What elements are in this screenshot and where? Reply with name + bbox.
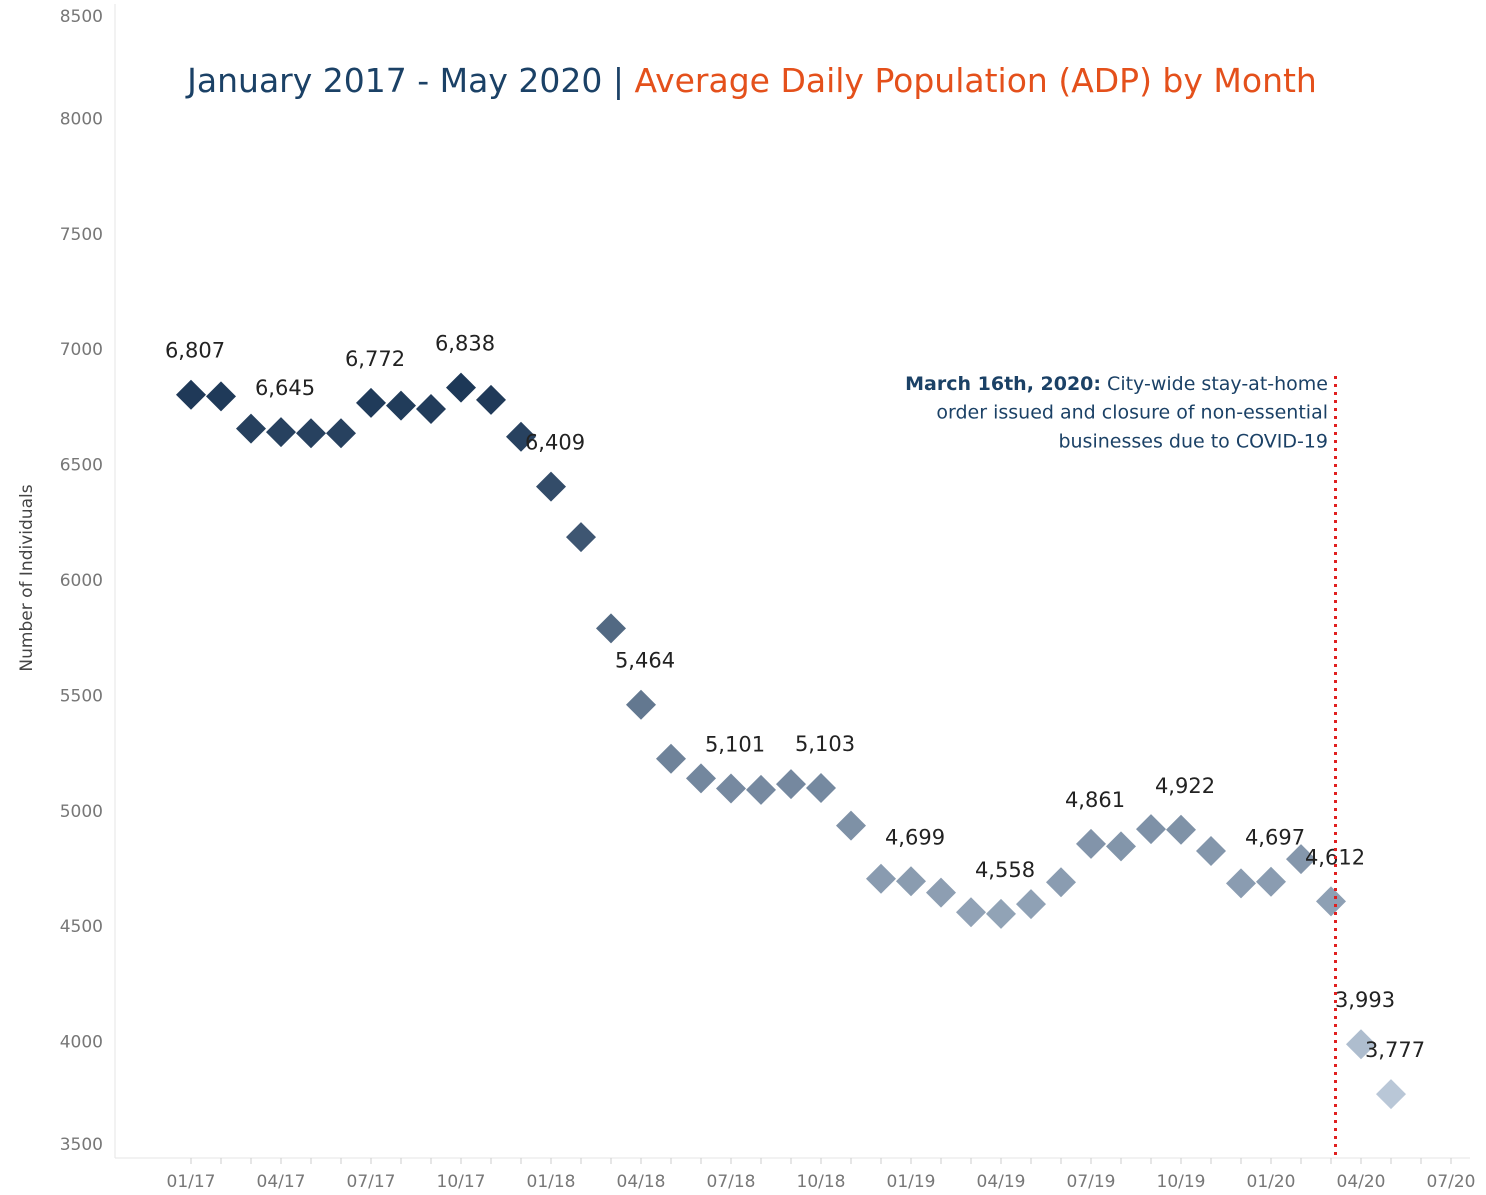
point <box>1166 814 1196 845</box>
point <box>1346 1029 1376 1060</box>
value-label: 6,645 <box>255 376 315 400</box>
point <box>656 743 686 774</box>
value-label: 4,699 <box>885 825 945 849</box>
x-tick-label: 04/20 <box>1337 1172 1386 1192</box>
value-label: 6,409 <box>525 431 585 455</box>
title-part: January 2017 - May 2020 <box>185 61 602 100</box>
x-tick-label: 01/20 <box>1247 1172 1296 1192</box>
point <box>1286 844 1316 875</box>
y-tick-label: 5000 <box>60 802 103 822</box>
title-separator: | <box>613 61 624 100</box>
x-tick-label: 07/18 <box>707 1172 756 1192</box>
x-tick-label: 04/18 <box>617 1172 666 1192</box>
point <box>926 877 956 908</box>
y-tick-label: 6000 <box>60 571 103 591</box>
point <box>1256 866 1286 897</box>
point <box>776 769 806 800</box>
point <box>206 381 236 412</box>
point <box>416 394 446 425</box>
point <box>746 774 776 805</box>
point <box>476 384 506 415</box>
x-tick-label: 10/19 <box>1157 1172 1206 1192</box>
x-tick-label: 04/19 <box>977 1172 1026 1192</box>
point <box>596 613 626 644</box>
y-tick-label: 6500 <box>60 456 103 476</box>
y-tick-label: 5500 <box>60 686 103 706</box>
point <box>1016 889 1046 920</box>
annotation: March 16th, 2020: City-wide stay-at-home <box>905 373 1328 395</box>
point <box>506 421 536 452</box>
point <box>806 773 836 804</box>
y-tick-label: 7000 <box>60 340 103 360</box>
value-label: 5,464 <box>615 649 675 673</box>
point <box>1376 1079 1406 1110</box>
y-tick-label: 7500 <box>60 225 103 245</box>
x-tick-label: 01/19 <box>887 1172 936 1192</box>
x-tick-label: 01/18 <box>527 1172 576 1192</box>
point <box>866 863 896 894</box>
point <box>1076 828 1106 859</box>
point <box>266 417 296 448</box>
point <box>716 773 746 804</box>
point <box>1106 831 1136 862</box>
y-axis-label: Number of Individuals <box>17 484 37 671</box>
annotation: order issued and closure of non-essentia… <box>936 402 1328 424</box>
value-label: 4,922 <box>1155 774 1215 798</box>
point <box>626 689 656 720</box>
value-label: 5,101 <box>705 732 765 756</box>
point <box>896 866 926 897</box>
value-label: 3,777 <box>1365 1038 1425 1062</box>
x-tick-label: 07/20 <box>1427 1172 1476 1192</box>
title-part: Average Daily Population (ADP) by Month <box>634 61 1316 100</box>
value-label: 4,697 <box>1245 826 1305 850</box>
annotation-text: City-wide stay-at-home <box>1101 373 1328 395</box>
annotation: businesses due to COVID-19 <box>1058 431 1328 453</box>
value-label: 4,558 <box>975 858 1035 882</box>
value-label: 5,103 <box>795 732 855 756</box>
y-tick-label: 3500 <box>60 1135 103 1155</box>
point <box>326 418 356 449</box>
point <box>446 372 476 403</box>
point <box>836 810 866 841</box>
point <box>176 379 206 410</box>
point <box>296 418 326 449</box>
point <box>1136 814 1166 845</box>
point <box>386 390 416 421</box>
value-label: 3,993 <box>1335 988 1395 1012</box>
point <box>536 471 566 502</box>
y-tick-label: 8500 <box>60 7 103 27</box>
point <box>686 763 716 794</box>
point <box>566 522 596 553</box>
value-label: 6,807 <box>165 339 225 363</box>
x-tick-label: 01/17 <box>167 1172 216 1192</box>
point <box>236 413 266 444</box>
chart-title: January 2017 - May 2020 | Average Daily … <box>185 61 1317 100</box>
x-tick-label: 07/19 <box>1067 1172 1116 1192</box>
value-label: 6,772 <box>345 347 405 371</box>
y-tick-label: 8000 <box>60 109 103 129</box>
point <box>1316 886 1346 917</box>
annotation-bold: March 16th, 2020: <box>905 373 1101 395</box>
point <box>1226 868 1256 899</box>
y-tick-label: 4000 <box>60 1033 103 1053</box>
point <box>1196 836 1226 867</box>
point <box>356 387 386 418</box>
point <box>986 898 1016 929</box>
x-tick-label: 10/18 <box>797 1172 846 1192</box>
value-label: 6,838 <box>435 332 495 356</box>
value-label: 4,861 <box>1065 788 1125 812</box>
y-tick-label: 4500 <box>60 917 103 937</box>
x-tick-label: 10/17 <box>437 1172 486 1192</box>
point <box>956 897 986 928</box>
point <box>1046 867 1076 898</box>
x-tick-label: 07/17 <box>347 1172 396 1192</box>
x-tick-label: 04/17 <box>257 1172 306 1192</box>
